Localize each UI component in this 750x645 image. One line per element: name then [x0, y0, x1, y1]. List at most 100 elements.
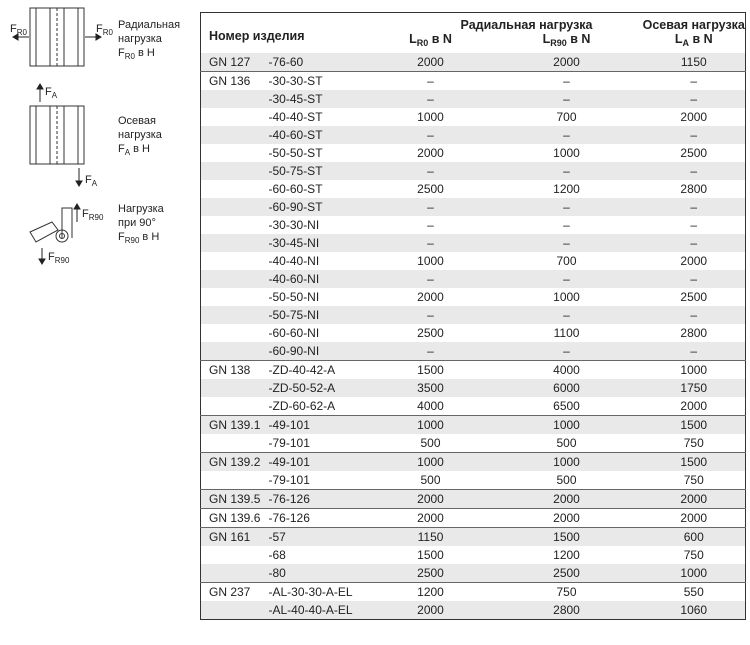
load-value: –	[370, 125, 491, 144]
legend-line: нагрузка	[118, 129, 163, 141]
subheader: LR90 в N	[491, 32, 643, 48]
load-value: 2000	[490, 488, 643, 508]
table-row: -40-60-NI – – –	[200, 269, 746, 288]
table-row: -40-40-NI 1000 700 2000	[201, 252, 746, 270]
force-arrows	[12, 33, 102, 265]
load-value: 2000	[642, 488, 746, 508]
item-code: -30-30-NI	[268, 217, 320, 232]
load-value: 700	[556, 109, 577, 124]
group-cell	[200, 378, 261, 397]
load-value: 2800	[680, 325, 708, 340]
load-value: –	[490, 161, 643, 180]
load-value: 500	[420, 435, 441, 450]
load-value: 1000	[370, 451, 491, 471]
load-value: –	[370, 233, 491, 252]
group-cell	[201, 324, 261, 342]
group-cell	[201, 216, 261, 234]
table-row: -30-30-NI – – –	[201, 216, 746, 234]
load-value: 1200	[553, 547, 580, 562]
load-value: 2500	[680, 145, 708, 160]
force-label: FR90	[82, 208, 104, 222]
axial-title: Осевая нагрузка	[642, 17, 745, 32]
table-row: -60-60-NI 2500 1100 2800	[201, 324, 746, 342]
group-cell	[201, 252, 261, 270]
table-row: GN 139.5 -76-126 2000 2000 2000	[200, 488, 746, 508]
load-value: 600	[642, 526, 746, 546]
load-value: 2000	[370, 52, 491, 71]
table-row: -40-40-ST 1000 700 2000	[201, 108, 746, 126]
radial-title: Радиальная нагрузка	[460, 17, 593, 32]
load-value: –	[642, 305, 746, 324]
item-code: -68	[268, 547, 286, 562]
symbol-unit: в Н	[133, 143, 150, 155]
load-value: –	[490, 197, 643, 216]
load-value: –	[642, 233, 746, 252]
item-code: -57	[260, 526, 371, 546]
group-name: GN 139.1	[200, 414, 261, 434]
load-value: 2500	[370, 563, 491, 582]
load-value: 500	[556, 472, 577, 487]
item-code: -30-45-NI	[260, 233, 371, 252]
sub-index: A	[682, 37, 690, 48]
group-cell	[200, 197, 261, 216]
load-value: 1000	[642, 359, 746, 379]
load-value: –	[642, 197, 746, 216]
load-value: 700	[556, 253, 577, 268]
load-value: –	[370, 305, 491, 324]
load-value: 2000	[490, 507, 643, 527]
load-value: –	[642, 89, 746, 108]
group-name: GN 138	[200, 359, 261, 379]
symbol-main: F	[118, 143, 125, 155]
group-cell	[200, 161, 261, 180]
group-cell	[201, 108, 261, 126]
load-value: 2000	[490, 52, 643, 71]
symbol-unit: в Н	[138, 47, 155, 59]
load-value: 1060	[642, 600, 746, 619]
load-value: 2000	[417, 289, 444, 304]
sub-index: R90	[550, 37, 567, 48]
item-code: -49-101	[260, 451, 371, 471]
load-value: –	[370, 161, 491, 180]
load-value: 4000	[417, 398, 444, 413]
load-value: 1000	[417, 253, 444, 268]
force-label: FR0	[10, 23, 28, 37]
load-value: 6500	[553, 398, 580, 413]
item-code: -30-45-ST	[260, 89, 371, 108]
table-row: -40-60-ST – – –	[200, 125, 746, 144]
item-code: -40-40-NI	[268, 253, 320, 268]
item-code: -79-101	[268, 435, 310, 450]
group-cell	[200, 305, 261, 324]
load-value: –	[490, 89, 643, 108]
table-row: -68 1500 1200 750	[201, 546, 746, 564]
group-cell	[200, 125, 261, 144]
load-value: –	[370, 89, 491, 108]
legend-line: при 90°	[118, 217, 156, 229]
item-code: -60-60-NI	[268, 325, 320, 340]
load-value: 2500	[417, 325, 444, 340]
load-value: 1150	[370, 526, 491, 546]
load-value: 1500	[490, 526, 643, 546]
load-value: –	[490, 305, 643, 324]
load-table: Номер изделия Радиальная нагрузка LR0 в …	[200, 12, 747, 620]
table-row: GN 139.6 -76-126 2000 2000 2000	[200, 507, 746, 527]
load-value: –	[642, 70, 746, 90]
item-code: -50-50-NI	[268, 289, 320, 304]
sub-index: R0	[416, 37, 429, 48]
load-value: –	[490, 269, 643, 288]
load-value: –	[490, 341, 643, 360]
item-code: -50-50-ST	[268, 145, 323, 160]
item-code: -76-126	[260, 507, 371, 527]
sub-unit: в N	[431, 31, 452, 46]
subheader: LR0 в N	[371, 32, 491, 48]
load-value: 500	[556, 435, 577, 450]
group-name: GN 237	[200, 581, 261, 601]
legend-line: Нагрузка	[118, 203, 165, 215]
force-label: FR0	[96, 23, 114, 37]
symbol-sub: R90	[125, 236, 140, 245]
load-value: 2500	[490, 563, 643, 582]
load-value: 1750	[642, 378, 746, 397]
item-code: -40-40-ST	[268, 109, 323, 124]
item-code: -50-75-ST	[260, 161, 371, 180]
sub-unit: в N	[570, 31, 591, 46]
